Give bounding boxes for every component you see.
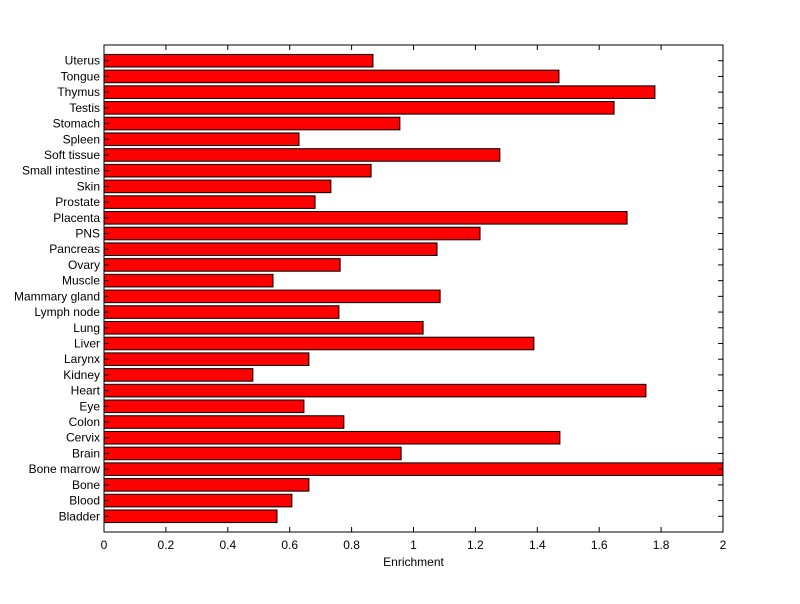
y-tick-label: Ovary <box>68 258 100 272</box>
y-tick-label: Thymus <box>57 85 100 99</box>
bar-muscle <box>103 273 274 288</box>
bar-kidney <box>103 368 254 382</box>
x-axis-label: Enrichment <box>383 555 444 569</box>
y-tick-label: Soft tissue <box>44 148 100 162</box>
y-tick-label: Testis <box>69 101 100 115</box>
bar-colon <box>103 415 345 429</box>
bar-spleen <box>103 132 300 147</box>
x-tick-label: 1.8 <box>653 538 670 552</box>
bar-pancreas <box>103 242 438 257</box>
y-tick-label: Eye <box>79 399 100 413</box>
y-tick-label: Bone <box>72 478 100 492</box>
y-tick-label: Prostate <box>55 195 100 209</box>
y-tick-label: Tongue <box>61 69 101 83</box>
bar-uterus <box>103 53 374 68</box>
y-tick-label: Liver <box>74 336 100 350</box>
y-tick-label: Skin <box>77 179 100 193</box>
y-tick-label: Spleen <box>63 132 100 146</box>
bar-tongue <box>103 69 560 84</box>
bar-cervix <box>103 430 561 445</box>
y-tick-label: Larynx <box>64 352 100 366</box>
y-tick-label: Stomach <box>53 117 100 131</box>
x-tick-label: 0.4 <box>219 538 236 552</box>
y-tick-label: Cervix <box>66 431 100 445</box>
y-tick-label: Bone marrow <box>29 462 101 476</box>
bar-bone-marrow <box>103 462 724 476</box>
x-tick-label: 1.6 <box>591 538 608 552</box>
x-tick-label: 0 <box>101 538 108 552</box>
bar-mammary-gland <box>103 289 441 304</box>
bar-eye <box>103 399 305 414</box>
y-tick-label: Muscle <box>62 274 100 288</box>
x-tick-label: 2 <box>720 538 727 552</box>
x-tick-label: 1.4 <box>529 538 546 552</box>
plot-frame <box>103 44 724 533</box>
bar-prostate <box>103 195 316 209</box>
bar-liver <box>103 336 535 351</box>
y-tick-label: PNS <box>75 227 100 241</box>
x-tick-label: 0.6 <box>281 538 298 552</box>
bar-soft-tissue <box>103 148 501 162</box>
bar-testis <box>103 101 615 115</box>
bar-skin <box>103 179 332 194</box>
bar-lung <box>103 320 424 335</box>
x-tick-label: 0.8 <box>343 538 360 552</box>
y-tick-label: Lymph node <box>34 305 100 319</box>
x-tick-label: 1 <box>410 538 417 552</box>
bar-brain <box>103 446 402 461</box>
y-tick-label: Heart <box>71 384 101 398</box>
y-tick-label: Uterus <box>65 54 100 68</box>
y-tick-label: Brain <box>72 446 100 460</box>
y-tick-label: Placenta <box>53 211 100 225</box>
y-tick-label: Colon <box>69 415 100 429</box>
bar-blood <box>103 493 293 508</box>
y-tick-label: Mammary gland <box>14 289 100 303</box>
y-tick-label: Pancreas <box>49 242 100 256</box>
y-tick-label: Small intestine <box>22 164 100 178</box>
x-tick-label: 1.2 <box>467 538 484 552</box>
bar-pns <box>103 226 481 241</box>
y-tick-label: Kidney <box>63 368 100 382</box>
bar-thymus <box>103 85 656 99</box>
bar-placenta <box>103 211 628 225</box>
bar-stomach <box>103 116 401 131</box>
bar-small-intestine <box>103 163 372 178</box>
y-tick-label: Lung <box>73 321 100 335</box>
x-tick-label: 0.2 <box>158 538 175 552</box>
y-tick-label: Blood <box>69 494 100 508</box>
bar-ovary <box>103 258 341 272</box>
bar-bladder <box>103 509 278 524</box>
y-tick-label: Bladder <box>59 509 100 523</box>
bar-heart <box>103 383 647 398</box>
bar-lymph-node <box>103 305 340 319</box>
bar-larynx <box>103 352 310 366</box>
bar-bone <box>103 478 310 492</box>
